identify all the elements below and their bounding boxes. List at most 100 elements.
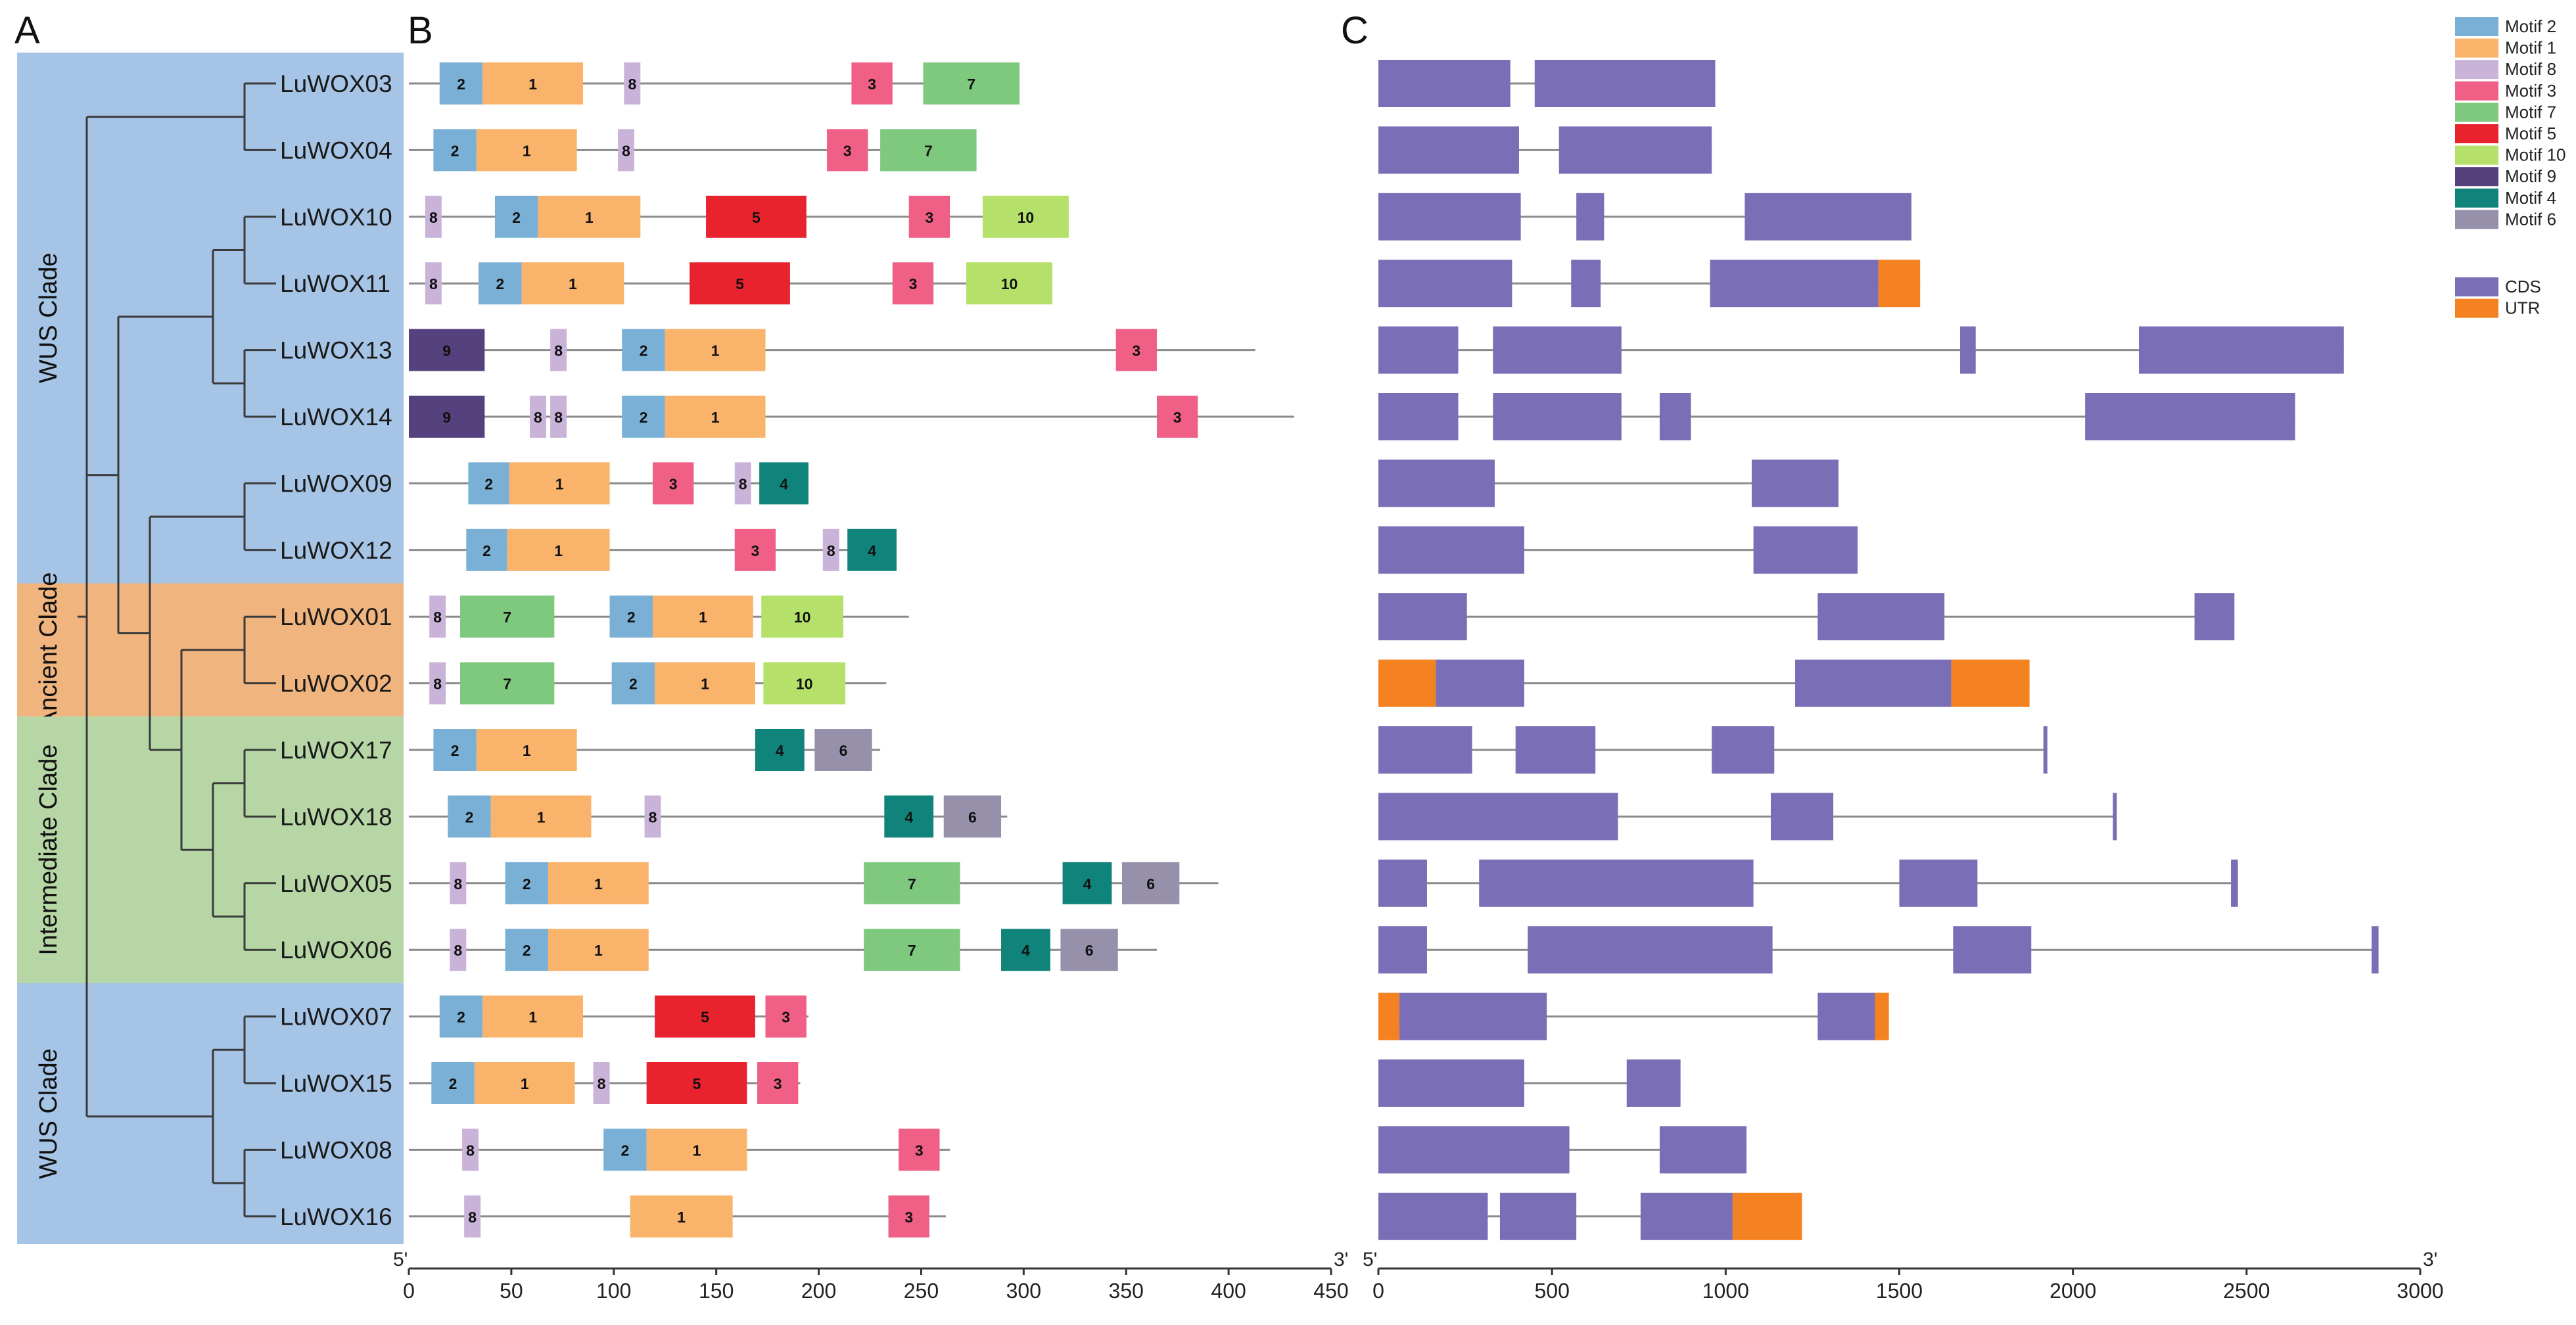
motif-label-luwox02-4: 10 [796, 676, 813, 693]
motif-box-luwox15-2 [593, 1062, 610, 1104]
cds-exon-luwox15-0 [1378, 1059, 1524, 1107]
motif-label-luwox11-1: 2 [496, 275, 504, 292]
motif-label-luwox10-2: 1 [585, 209, 594, 226]
motif-label-luwox06-4: 4 [1021, 942, 1030, 959]
cds-exon-luwox16-2 [1640, 1192, 1733, 1240]
motif-box-luwox17-0 [433, 729, 477, 771]
legend-swatch-motif-7 [2455, 103, 2498, 122]
motif-label-luwox13-2: 2 [640, 342, 648, 360]
cds-exon-luwox14-0 [1378, 393, 1459, 440]
clade-label-3: WUS Clade [35, 1048, 62, 1179]
motif-label-luwox12-1: 1 [554, 542, 563, 559]
gene-label-luwox10: LuWOX10 [280, 204, 392, 231]
cds-exon-luwox06-0 [1378, 926, 1427, 974]
motif-box-luwox15-3 [646, 1062, 747, 1104]
motif-box-luwox07-3 [765, 995, 807, 1038]
motif-label-luwox13-4: 3 [1132, 342, 1140, 360]
motif-label-luwox14-5: 3 [1173, 409, 1182, 426]
motif-label-luwox09-2: 3 [669, 475, 678, 492]
gene-label-luwox16: LuWOX16 [280, 1203, 392, 1230]
motif-label-luwox13-0: 9 [442, 342, 451, 360]
motif-box-luwox18-1 [490, 795, 592, 838]
motif-label-luwox08-3: 3 [915, 1142, 924, 1159]
motif-box-luwox04-4 [880, 129, 977, 172]
cds-exon-luwox18-0 [1378, 793, 1618, 841]
gene-labels: LuWOX03 LuWOX04 LuWOX10 LuWOX11 LuWOX13 LuWOX… [280, 70, 392, 1230]
gene-label-luwox01: LuWOX01 [280, 603, 392, 630]
motif-label-luwox12-0: 2 [482, 542, 491, 559]
motif-box-luwox06-4 [1001, 929, 1050, 971]
axis-c-tick-label-1500: 1500 [1876, 1279, 1923, 1303]
motif-box-luwox02-1 [459, 662, 555, 705]
cds-exon-luwox05-2 [1899, 859, 1978, 907]
gene-label-luwox17: LuWOX17 [280, 737, 392, 764]
motif-box-luwox12-4 [847, 528, 897, 571]
axis-c-tick-label-2000: 2000 [2049, 1279, 2096, 1303]
motif-label-luwox04-3: 3 [843, 142, 852, 159]
motif-box-luwox13-0 [409, 329, 485, 371]
gene-label-luwox05: LuWOX05 [280, 870, 392, 897]
motif-box-luwox11-4 [892, 262, 934, 305]
utr-region-luwox11-0 [1878, 260, 1921, 308]
legend-swatch-motif-5 [2455, 124, 2498, 143]
clade-band-3 [17, 983, 404, 1244]
motif-box-luwox02-3 [655, 662, 755, 705]
axis-c-tick-label-1000: 1000 [1702, 1279, 1749, 1303]
panel-label-c: C [1341, 9, 1369, 52]
motif-box-luwox07-2 [655, 995, 755, 1038]
motif-label-luwox09-4: 4 [780, 475, 788, 492]
legend-swatch-motif-9 [2455, 167, 2498, 187]
gene-label-luwox11: LuWOX11 [280, 270, 390, 297]
motif-box-luwox12-0 [466, 528, 507, 571]
cds-exon-luwox02-0 [1436, 659, 1524, 707]
cds-exon-luwox14-1 [1493, 393, 1622, 440]
legend-label-utr: UTR [2505, 298, 2540, 318]
legend-label-motif-3: Motif 3 [2505, 81, 2556, 101]
motif-label-luwox08-2: 1 [693, 1142, 701, 1159]
motif-box-luwox09-0 [468, 462, 509, 505]
motif-box-luwox01-0 [429, 595, 446, 638]
legend-label-motif-8: Motif 8 [2505, 59, 2556, 79]
panel-label-a: A [14, 9, 40, 52]
axis-b-tick-label-0: 0 [403, 1279, 415, 1303]
cds-exon-luwox08-0 [1378, 1126, 1570, 1174]
cds-exon-luwox10-1 [1576, 193, 1604, 241]
cds-exon-luwox06-1 [1528, 926, 1773, 974]
motif-label-luwox06-0: 8 [454, 942, 462, 959]
cds-exon-luwox10-2 [1745, 193, 1911, 241]
cds-exon-luwox12-1 [1753, 526, 1858, 574]
cds-exon-luwox11-2 [1710, 260, 1879, 308]
cds-exon-luwox17-0 [1378, 726, 1472, 774]
axis-b-tick-label-300: 300 [1006, 1279, 1041, 1303]
motif-box-luwox16-2 [888, 1195, 929, 1238]
motif-label-luwox01-3: 1 [699, 609, 707, 626]
gene-label-luwox08: LuWOX08 [280, 1136, 392, 1163]
clade-band-0 [17, 53, 404, 584]
motif-label-luwox10-5: 10 [1018, 209, 1035, 226]
motif-label-luwox16-1: 1 [677, 1209, 686, 1226]
motif-label-luwox15-2: 8 [597, 1075, 606, 1092]
motif-label-luwox05-2: 1 [594, 875, 603, 893]
motif-label-luwox10-0: 8 [429, 209, 438, 226]
cds-exon-luwox05-0 [1378, 859, 1427, 907]
clade-label-0: WUS Clade [35, 253, 62, 384]
gene-label-luwox13: LuWOX13 [280, 337, 392, 364]
motif-box-luwox14-5 [1156, 396, 1198, 438]
gene-structure-panel [1378, 60, 2379, 1240]
motif-box-luwox05-1 [505, 862, 549, 904]
legend-label-cds: CDS [2505, 277, 2541, 296]
motif-box-luwox12-3 [822, 528, 839, 571]
cds-exon-luwox07-0 [1399, 992, 1547, 1040]
motif-label-luwox18-4: 6 [968, 808, 977, 825]
motif-label-luwox10-3: 5 [752, 209, 761, 226]
motif-label-luwox02-0: 8 [433, 676, 442, 693]
motif-box-luwox08-3 [899, 1128, 940, 1171]
motif-box-luwox09-3 [734, 462, 751, 505]
cds-exon-luwox17-2 [1712, 726, 1775, 774]
motif-box-luwox15-4 [757, 1062, 799, 1104]
cds-exon-luwox06-2 [1953, 926, 2032, 974]
motif-box-luwox03-4 [923, 62, 1020, 105]
cds-exon-luwox13-3 [2139, 326, 2344, 374]
motif-label-luwox02-1: 7 [503, 676, 511, 693]
